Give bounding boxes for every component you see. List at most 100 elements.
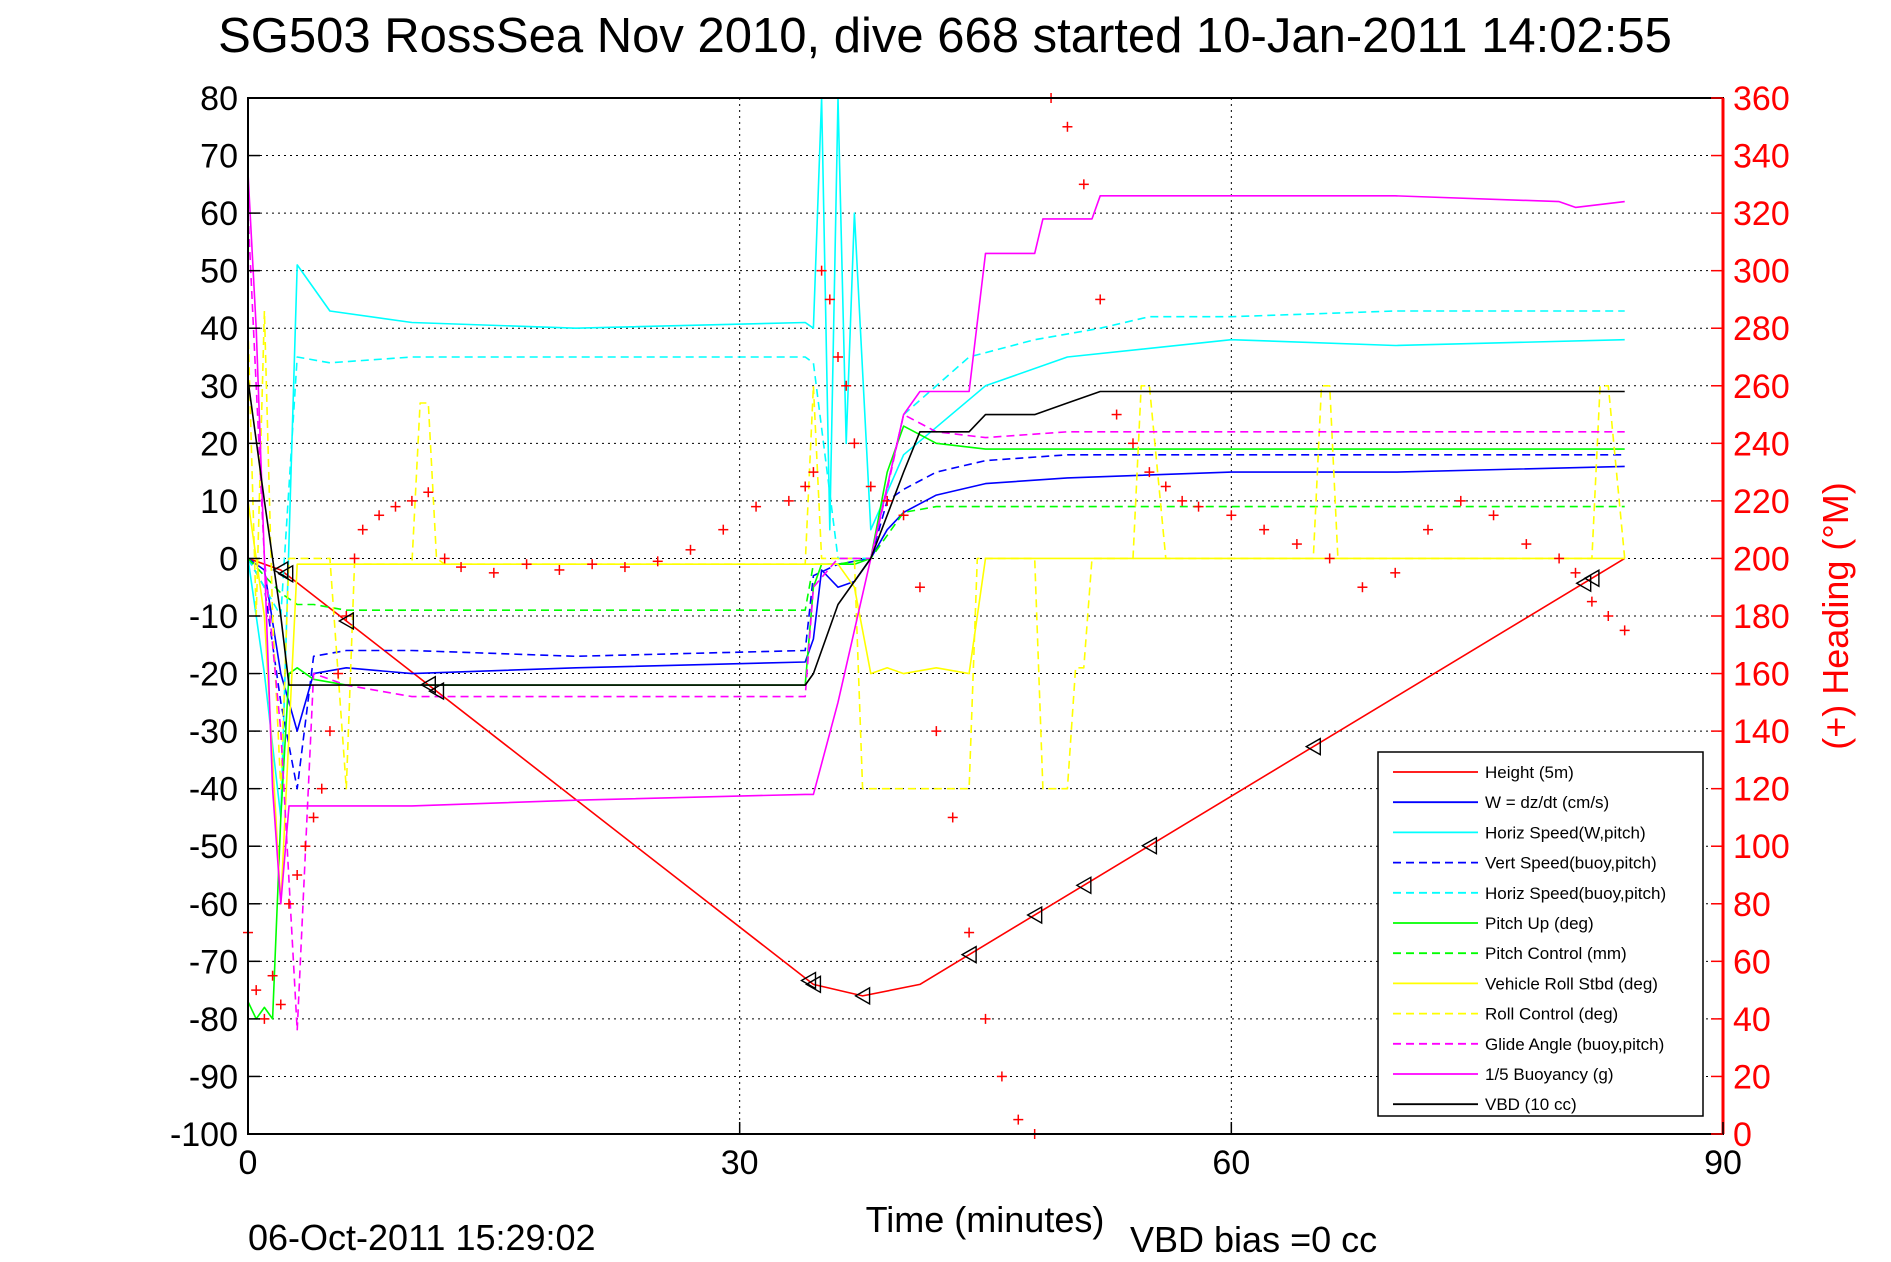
y-right-tick-label: 40 (1733, 1001, 1771, 1039)
heading-point (652, 556, 663, 567)
heading-point (357, 524, 368, 535)
y-right-tick-label: 220 (1733, 483, 1790, 521)
legend-label: VBD (10 cc) (1485, 1095, 1577, 1114)
y-right-tick-label: 0 (1733, 1116, 1752, 1154)
heading-point (251, 985, 262, 996)
heading-point (554, 564, 565, 575)
dive-marker (1026, 905, 1043, 925)
heading-point (1177, 495, 1188, 506)
legend-label: Roll Control (deg) (1485, 1005, 1618, 1024)
y-right-tick-label: 140 (1733, 713, 1790, 751)
series-line-7 (247, 500, 1625, 905)
heading-point (1013, 1114, 1024, 1125)
heading-point (1570, 567, 1581, 578)
heading-point (275, 999, 286, 1010)
y-right-tick-label: 360 (1733, 80, 1790, 118)
dive-marker (1140, 836, 1158, 855)
vbd-bias-note: VBD bias =0 cc (1130, 1219, 1377, 1260)
dive-marker (854, 986, 871, 1006)
y-right-tick-label: 200 (1733, 540, 1790, 578)
dive-marker (428, 681, 445, 701)
series-layer (247, 97, 1626, 1032)
heading-point (1062, 121, 1073, 132)
y-right-tick-label: 240 (1733, 425, 1790, 463)
chart-title: SG503 RossSea Nov 2010, dive 668 started… (218, 9, 1672, 63)
heading-point (300, 841, 311, 852)
y-right-tick-label: 340 (1733, 138, 1790, 176)
heading-point (996, 1071, 1007, 1082)
heading-point (800, 481, 811, 492)
heading-point (1423, 524, 1433, 535)
y-tick-label: 20 (200, 425, 238, 463)
legend-label: Horiz Speed(buoy,pitch) (1485, 884, 1666, 903)
y-tick-label: -80 (189, 1001, 238, 1039)
legend-label: W = dz/dt (cm/s) (1485, 793, 1609, 812)
heading-point (1193, 501, 1204, 512)
y-right-tick-label: 80 (1733, 886, 1771, 924)
series-line-2 (247, 97, 1625, 819)
y-right-tick-label: 320 (1733, 195, 1790, 233)
dive-marker (1304, 737, 1321, 756)
footer-date: 06-Oct-2011 15:29:02 (248, 1217, 596, 1258)
y-tick-label: -30 (189, 713, 238, 751)
heading-point (841, 380, 852, 391)
heading-point (259, 1013, 270, 1024)
dive-marker (272, 560, 289, 580)
heading-point (1259, 524, 1270, 535)
dive-marker (277, 564, 294, 583)
y-right-tick-label: 260 (1733, 368, 1790, 406)
dive-marker (1583, 569, 1600, 588)
heading-point (1603, 611, 1614, 621)
heading-point (1128, 438, 1138, 449)
heading-point (783, 495, 794, 506)
legend-box (1377, 751, 1704, 1117)
legend-label: 1/5 Buoyancy (g) (1485, 1065, 1614, 1084)
marker-layer (272, 560, 1600, 1006)
heading-point (1111, 409, 1122, 420)
y-right-tick-label: 180 (1733, 598, 1790, 636)
heading-point (423, 487, 434, 498)
heading-point (1226, 510, 1237, 521)
y-tick-label: 70 (200, 138, 238, 176)
dive-marker (800, 971, 817, 990)
heading-point (349, 553, 360, 564)
heading-point (1619, 625, 1630, 636)
heading-point (1586, 596, 1597, 607)
dive-marker (805, 975, 822, 994)
y-tick-label: -70 (189, 943, 238, 981)
y-tick-label: -90 (189, 1058, 238, 1096)
heading-point (1357, 582, 1368, 593)
y-tick-label: -60 (189, 886, 238, 924)
y-tick-label: -10 (189, 598, 238, 636)
y-tick-label: 0 (219, 540, 238, 578)
y-tick-label: 80 (200, 80, 238, 118)
heading-point (808, 467, 819, 478)
y-tick-label: 60 (200, 195, 238, 233)
y-tick-label: -40 (189, 771, 238, 809)
heading-point (292, 870, 303, 880)
heading-point (333, 668, 344, 679)
series-line-4 (247, 310, 1625, 617)
heading-point (488, 567, 499, 578)
heading-point (833, 352, 843, 362)
x-tick-label: 90 (1704, 1144, 1742, 1182)
heading-point (1488, 510, 1499, 521)
y-right-tick-label: 280 (1733, 310, 1790, 348)
series-line-1 (247, 465, 1625, 732)
heading-point (685, 544, 696, 555)
legend-label: Vert Speed(buoy,pitch) (1485, 854, 1657, 873)
heading-point (1095, 294, 1106, 305)
y-tick-label: 50 (200, 253, 238, 291)
dive-marker (419, 675, 436, 694)
heading-point (619, 562, 630, 573)
y-tick-label: -20 (189, 656, 238, 694)
heading-point (283, 898, 294, 909)
heading-point (374, 510, 385, 521)
heading-point (914, 582, 925, 593)
legend-label: Pitch Control (mm) (1485, 944, 1627, 963)
heading-point (1144, 467, 1155, 478)
heading-point (882, 495, 893, 506)
series-line-10 (247, 172, 1625, 905)
heading-point (849, 438, 860, 449)
legend: Height (5m) W = dz/dt (cm/s) Horiz Speed(W… (1377, 751, 1704, 1117)
